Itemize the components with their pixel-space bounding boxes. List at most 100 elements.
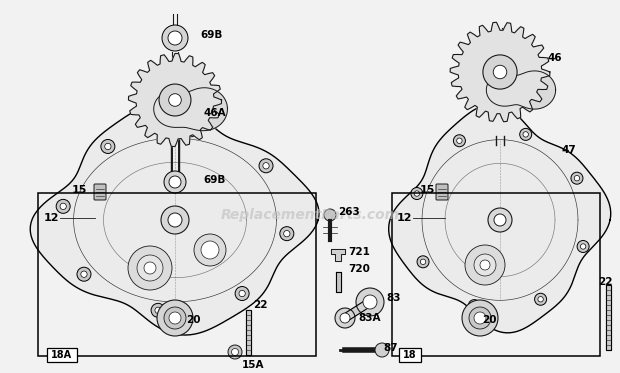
- Circle shape: [157, 300, 193, 336]
- Circle shape: [137, 255, 163, 281]
- Text: 69B: 69B: [200, 30, 223, 40]
- Circle shape: [534, 293, 547, 305]
- Text: 263: 263: [338, 207, 360, 217]
- Circle shape: [169, 94, 181, 106]
- Text: 12: 12: [44, 213, 60, 223]
- Circle shape: [494, 214, 506, 226]
- Circle shape: [169, 176, 181, 188]
- FancyBboxPatch shape: [94, 184, 106, 200]
- Circle shape: [77, 267, 91, 281]
- Polygon shape: [389, 104, 611, 333]
- Circle shape: [235, 286, 249, 301]
- Circle shape: [474, 254, 496, 276]
- Polygon shape: [331, 249, 345, 261]
- Circle shape: [151, 303, 165, 317]
- Text: ReplacementParts.com: ReplacementParts.com: [221, 208, 399, 222]
- Polygon shape: [486, 71, 556, 109]
- Text: 720: 720: [348, 264, 370, 274]
- Circle shape: [239, 290, 246, 297]
- Text: 22: 22: [598, 277, 613, 287]
- Bar: [47, 348, 77, 362]
- Bar: [392, 193, 600, 356]
- Circle shape: [194, 234, 226, 266]
- Polygon shape: [606, 285, 611, 350]
- Circle shape: [56, 199, 70, 213]
- Circle shape: [538, 297, 543, 302]
- Circle shape: [356, 288, 384, 316]
- Circle shape: [144, 262, 156, 274]
- Text: 721: 721: [348, 247, 370, 257]
- Circle shape: [81, 271, 87, 278]
- Polygon shape: [335, 272, 340, 292]
- Circle shape: [259, 159, 273, 173]
- Circle shape: [188, 126, 195, 133]
- Circle shape: [411, 188, 423, 200]
- Text: 12: 12: [397, 213, 412, 223]
- Polygon shape: [128, 53, 221, 147]
- Circle shape: [263, 163, 269, 169]
- Circle shape: [577, 241, 589, 253]
- Text: 69B: 69B: [203, 175, 226, 185]
- Bar: [38, 193, 316, 356]
- Circle shape: [164, 171, 186, 193]
- Circle shape: [162, 25, 188, 51]
- Circle shape: [417, 256, 429, 268]
- Text: 18: 18: [403, 350, 417, 360]
- Circle shape: [414, 191, 420, 196]
- Circle shape: [228, 345, 242, 359]
- Circle shape: [488, 208, 512, 232]
- Circle shape: [155, 307, 161, 313]
- Circle shape: [574, 175, 580, 181]
- Circle shape: [474, 312, 486, 324]
- Text: 20: 20: [482, 315, 497, 325]
- Circle shape: [201, 241, 219, 259]
- Text: 15: 15: [72, 185, 87, 195]
- Circle shape: [164, 307, 186, 329]
- Circle shape: [335, 308, 355, 328]
- Circle shape: [168, 213, 182, 227]
- Circle shape: [420, 259, 426, 264]
- Polygon shape: [246, 310, 250, 355]
- Circle shape: [465, 245, 505, 285]
- Circle shape: [128, 246, 172, 290]
- Text: 22: 22: [253, 300, 267, 310]
- Text: 15: 15: [420, 185, 435, 195]
- Polygon shape: [30, 102, 319, 335]
- Circle shape: [453, 135, 466, 147]
- Circle shape: [580, 244, 586, 249]
- Circle shape: [483, 55, 517, 89]
- Circle shape: [161, 206, 189, 234]
- Text: 15A: 15A: [242, 360, 265, 370]
- Circle shape: [523, 132, 528, 137]
- Polygon shape: [343, 299, 372, 322]
- Text: 83A: 83A: [358, 313, 381, 323]
- Circle shape: [280, 227, 294, 241]
- Circle shape: [480, 260, 490, 270]
- Polygon shape: [154, 88, 228, 131]
- Circle shape: [520, 128, 532, 140]
- Circle shape: [363, 295, 377, 309]
- Circle shape: [101, 140, 115, 153]
- Circle shape: [494, 65, 507, 79]
- Circle shape: [462, 300, 498, 336]
- Circle shape: [375, 343, 389, 357]
- Text: 20: 20: [186, 315, 200, 325]
- Circle shape: [105, 143, 111, 150]
- Polygon shape: [450, 22, 550, 122]
- Circle shape: [169, 312, 181, 324]
- Text: 47: 47: [562, 145, 577, 155]
- Circle shape: [168, 31, 182, 45]
- Circle shape: [60, 203, 66, 210]
- Text: 87: 87: [383, 343, 397, 353]
- Circle shape: [185, 123, 199, 137]
- Text: 83: 83: [386, 293, 401, 303]
- Circle shape: [284, 231, 290, 237]
- Circle shape: [340, 313, 350, 323]
- Text: 46A: 46A: [203, 108, 226, 118]
- Circle shape: [472, 303, 477, 308]
- Circle shape: [324, 209, 336, 221]
- Circle shape: [231, 348, 239, 355]
- Circle shape: [469, 307, 491, 329]
- Text: 46: 46: [547, 53, 562, 63]
- Circle shape: [457, 138, 462, 144]
